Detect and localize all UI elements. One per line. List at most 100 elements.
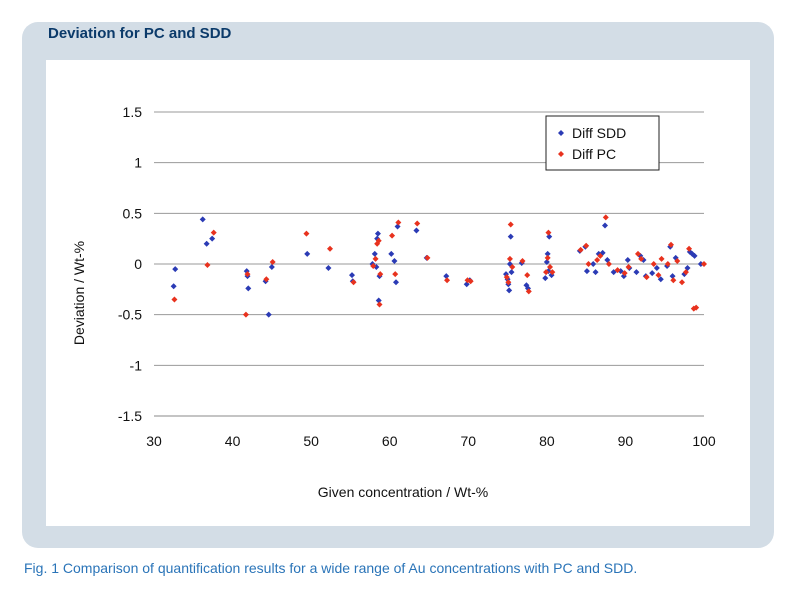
y-tick-label: -1 [130, 357, 143, 373]
data-point [210, 229, 217, 236]
x-tick-label: 80 [539, 433, 555, 449]
x-tick-labels: 30 40 50 60 70 80 90 100 [146, 433, 716, 449]
x-tick-label: 70 [460, 433, 476, 449]
data-point [640, 256, 647, 263]
data-point [506, 261, 513, 267]
data-points [170, 214, 707, 318]
data-point [172, 266, 179, 273]
data-point [605, 261, 612, 267]
y-tick-label: 0.5 [123, 205, 143, 221]
data-point [602, 222, 608, 229]
data-point [684, 265, 691, 272]
data-point [242, 311, 249, 318]
data-point [590, 261, 597, 267]
data-point [643, 274, 650, 281]
data-point [377, 271, 384, 278]
data-point [374, 230, 381, 237]
data-point [633, 269, 640, 276]
data-point [655, 272, 662, 279]
y-tick-label: 0 [134, 256, 142, 272]
x-tick-label: 50 [303, 433, 319, 449]
data-point [268, 264, 275, 271]
series-pc [171, 214, 707, 318]
data-point [669, 273, 676, 280]
panel-title: Deviation for PC and SDD [48, 25, 232, 42]
data-point [638, 255, 645, 262]
y-tick-label: 1 [134, 155, 142, 171]
y-tick-label: -0.5 [118, 307, 142, 323]
data-point [542, 275, 549, 282]
data-point [327, 245, 333, 252]
data-point [701, 261, 707, 267]
data-point [583, 242, 590, 249]
data-point [679, 279, 685, 286]
data-point [549, 269, 556, 276]
data-point [263, 276, 270, 283]
series-sdd [170, 216, 704, 318]
data-point [463, 281, 470, 288]
data-point [602, 214, 609, 221]
data-point [585, 261, 592, 267]
data-point [505, 279, 512, 286]
data-point [653, 265, 660, 272]
data-point [444, 277, 451, 284]
data-point [597, 252, 604, 259]
data-point [372, 255, 379, 262]
data-point [265, 311, 272, 318]
y-tick-labels: 1.5 1 0.5 0 -0.5 -1 -1.5 [118, 104, 142, 424]
data-point [506, 255, 513, 262]
data-point [543, 258, 550, 265]
data-point [350, 279, 357, 286]
x-axis-label: Given concentration / Wt-% [318, 484, 488, 500]
data-point [547, 264, 553, 271]
x-tick-label: 40 [225, 433, 241, 449]
legend: Diff SDD Diff PC [545, 115, 660, 171]
data-point [545, 229, 552, 236]
data-point [392, 271, 399, 278]
chart-panel: Deviation for PC and SDD 1.5 1 0.5 0 -0.5 -1 -… [22, 22, 774, 548]
x-tick-label: 90 [618, 433, 634, 449]
x-tick-label: 30 [146, 433, 162, 449]
data-point [244, 271, 251, 278]
data-point [624, 256, 631, 263]
data-point [170, 283, 177, 290]
data-point [507, 233, 514, 240]
data-point [658, 255, 665, 262]
data-point [546, 233, 553, 240]
data-point [375, 297, 382, 304]
legend-box [545, 115, 660, 171]
data-point [519, 257, 526, 264]
data-point [691, 252, 698, 259]
data-point [370, 263, 377, 270]
data-point [389, 232, 396, 239]
data-point [674, 257, 681, 264]
data-point [199, 216, 206, 223]
data-point [375, 237, 382, 244]
data-point [394, 223, 401, 230]
data-point [349, 272, 355, 279]
scatter-chart: 1.5 1 0.5 0 -0.5 -1 -1.5 30 40 50 60 70 80 90 100 Dev… [71, 104, 716, 500]
data-point [443, 273, 450, 280]
data-point [544, 254, 551, 261]
data-point [171, 296, 178, 303]
data-point [592, 269, 599, 276]
data-point [668, 241, 674, 248]
data-point [544, 250, 551, 257]
data-point [670, 277, 677, 284]
data-point [424, 254, 431, 261]
data-point [543, 269, 550, 276]
data-point [697, 261, 704, 267]
data-point [625, 264, 632, 271]
data-point [304, 250, 311, 257]
legend-label: Diff SDD [572, 125, 626, 141]
data-point [395, 219, 402, 226]
x-tick-label: 100 [692, 433, 716, 449]
data-point [413, 227, 420, 234]
data-point [524, 272, 531, 279]
data-point [635, 250, 641, 257]
data-point [509, 264, 516, 271]
plot-area: 1.5 1 0.5 0 -0.5 -1 -1.5 30 40 50 60 70 80 90 100 Dev… [46, 60, 750, 526]
data-point [393, 279, 399, 286]
data-point [414, 220, 421, 227]
data-point [594, 256, 601, 263]
